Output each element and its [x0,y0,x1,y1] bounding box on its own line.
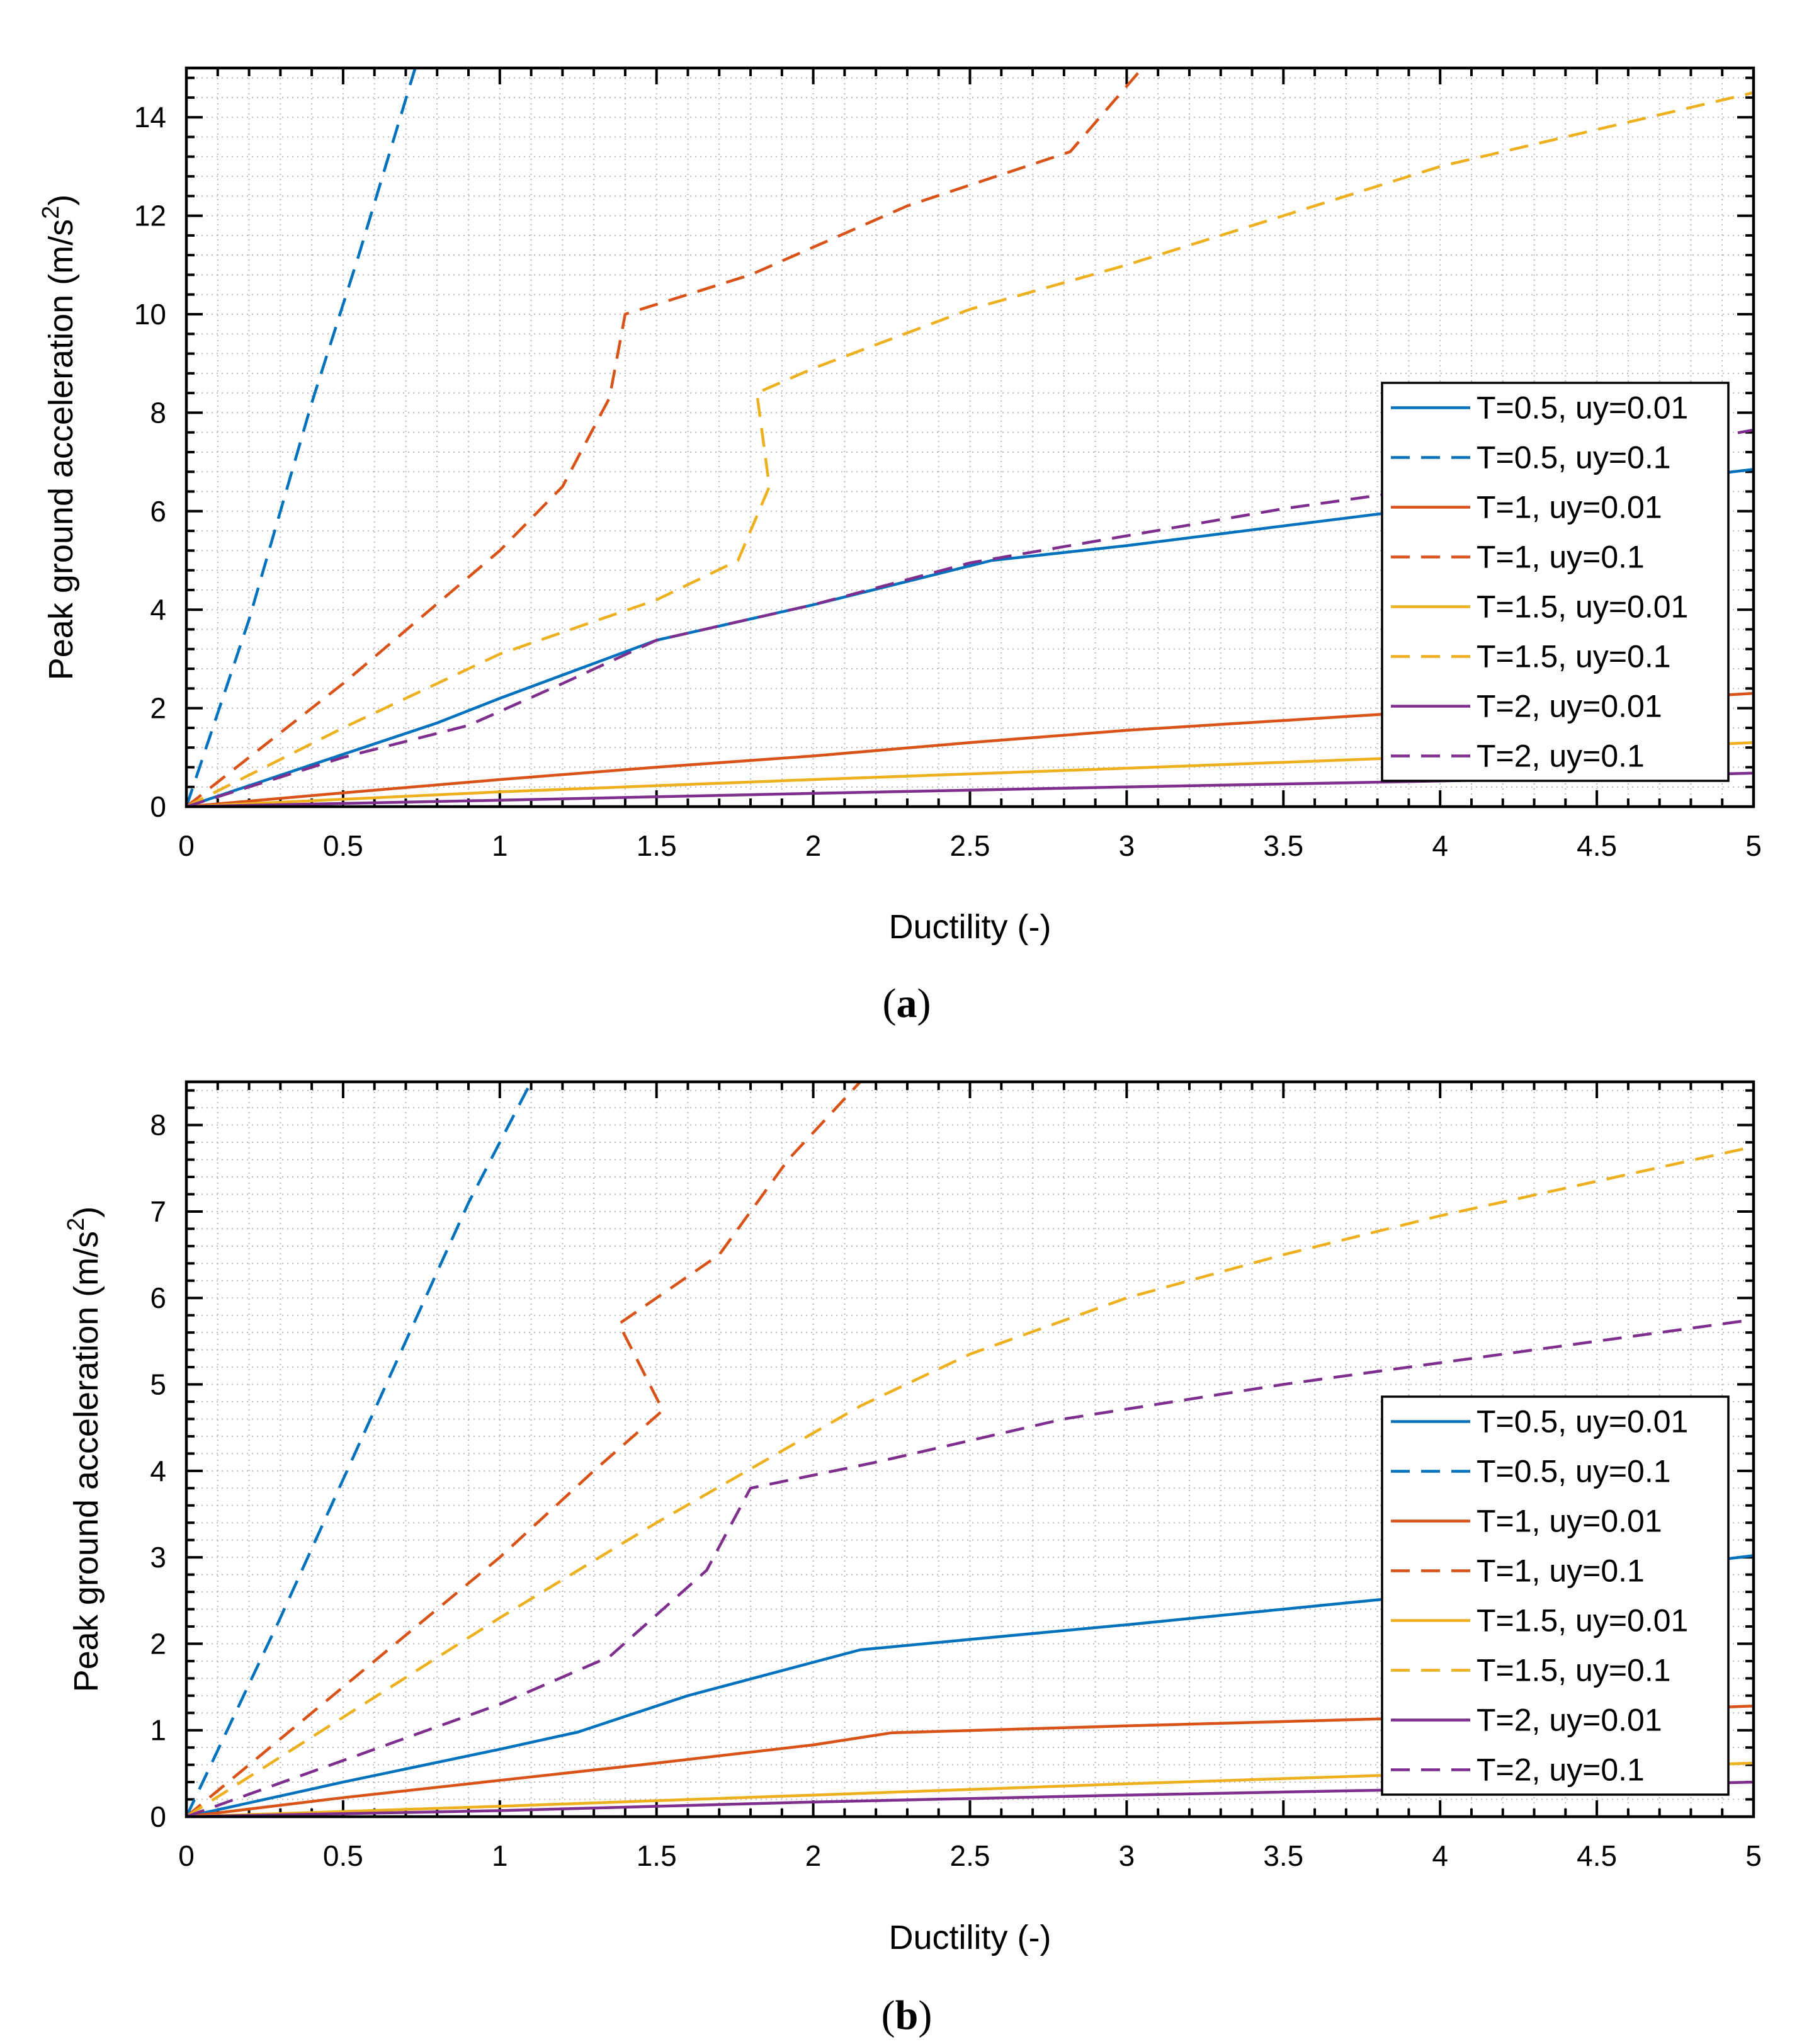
x-tick-label: 1 [492,829,508,862]
y-axis-title: Peak ground acceleration (m/s2) [38,195,80,681]
legend-label-7: T=2, uy=0.01 [1477,1703,1662,1738]
legend-label-2: T=0.5, uy=0.1 [1477,440,1671,475]
x-tick-label: 5 [1745,1839,1762,1872]
y-tick-label: 2 [150,692,166,725]
panel-caption-letter: b [895,1992,919,2038]
legend-label-3: T=1, uy=0.01 [1477,490,1662,525]
chart-panel-b: 0 0.5 1 1.5 2 2.5 3 3.5 4 4.5 5 0 1 2 3 4 5 6 7 8 Ductility … [63,1080,1762,2038]
series-line-3 [186,1705,1754,1817]
x-tick-label: 3.5 [1263,829,1303,862]
panel-caption-open: ( [881,1992,895,2038]
legend-label-3: T=1, uy=0.01 [1477,1504,1662,1539]
x-tick-label: 1 [492,1839,508,1872]
legend-box [1381,382,1730,782]
x-tick-label: 0 [178,829,195,862]
x-tick-label: 0.5 [323,1839,363,1872]
x-tick-label: 4 [1432,829,1448,862]
y-tick-label: 8 [150,396,166,429]
legend-label-4: T=1, uy=0.1 [1477,1553,1645,1589]
series-line-6 [186,91,1754,807]
x-tick-label: 4 [1432,1839,1448,1872]
y-tick-label: 6 [150,495,166,528]
series-line-2 [186,68,417,807]
x-axis-title: Ductility (-) [889,908,1052,946]
legend-label-1: T=0.5, uy=0.01 [1477,390,1688,426]
x-tick-label: 2 [805,829,822,862]
panel-caption-close: ) [917,980,931,1026]
y-axis-title-main: Peak ground acceleration (m/s [42,219,80,680]
y-tick-label: 4 [150,1455,166,1487]
series-group [186,68,1754,807]
x-tick-label: 5 [1745,829,1762,862]
chart-panel-a: 0 0.5 1 1.5 2 2.5 3 3.5 4 4.5 5 0 2 4 6 8 10 12 14 Ductilit… [38,66,1762,1026]
y-tick-label: 5 [150,1368,166,1401]
y-axis-title-main: Peak ground acceleration (m/s [67,1231,105,1692]
y-tick-label: 2 [150,1627,166,1660]
panel-caption-letter: a [897,980,917,1026]
series-line-4 [186,1082,861,1817]
legend-label-5: T=1.5, uy=0.01 [1477,1603,1688,1638]
x-tick-label: 1.5 [637,1839,677,1872]
legend-label-6: T=1.5, uy=0.1 [1477,1653,1671,1688]
series-line-6 [186,1145,1754,1817]
legend: T=0.5, uy=0.01 T=0.5, uy=0.1 T=1, uy=0.01 T… [1381,382,1730,782]
x-tick-label: 2.5 [950,1839,990,1872]
x-tick-label: 4.5 [1577,829,1617,862]
legend-label-7: T=2, uy=0.01 [1477,689,1662,724]
y-axis-title-superscript: 2 [63,1218,89,1231]
y-tick-label: 0 [150,790,166,823]
series-line-8 [186,1318,1754,1817]
legend-label-4: T=1, uy=0.1 [1477,540,1645,575]
legend-label-5: T=1.5, uy=0.01 [1477,589,1688,625]
y-axis-title-superscript: 2 [38,206,64,219]
x-tick-label: 2 [805,1839,822,1872]
y-tick-label: 1 [150,1714,166,1747]
x-axis-title: Ductility (-) [889,1919,1052,1956]
y-tick-label: 3 [150,1541,166,1574]
y-tick-label: 6 [150,1281,166,1314]
legend-label-1: T=0.5, uy=0.01 [1477,1404,1688,1439]
y-axis-title-close: ) [42,195,80,206]
x-tick-label: 3 [1119,829,1135,862]
panel-caption: (b) [881,1992,933,2038]
y-tick-label: 14 [134,101,166,133]
x-tick-label: 4.5 [1577,1839,1617,1872]
series-line-3 [186,691,1754,807]
x-tick-label: 1.5 [637,829,677,862]
x-tick-label: 3 [1119,1839,1135,1872]
legend-label-8: T=2, uy=0.1 [1477,1752,1645,1788]
legend-label-2: T=0.5, uy=0.1 [1477,1454,1671,1489]
x-tick-label: 3.5 [1263,1839,1303,1872]
legend-box [1381,1395,1730,1796]
legend-label-6: T=1.5, uy=0.1 [1477,639,1671,674]
x-tick-label: 2.5 [950,829,990,862]
y-tick-label: 7 [150,1195,166,1228]
legend: T=0.5, uy=0.01 T=0.5, uy=0.1 T=1, uy=0.01 T… [1381,1395,1730,1796]
axes-frame [184,66,1755,809]
series-line-4 [186,68,1144,807]
panel-caption-open: ( [883,980,897,1026]
y-tick-label: 8 [150,1109,166,1142]
y-tick-label: 0 [150,1800,166,1833]
y-axis-title: Peak ground acceleration (m/s2) [63,1207,105,1693]
series-line-8 [186,428,1754,807]
y-axis-title-close: ) [67,1207,105,1218]
x-tick-label: 0 [178,1839,195,1872]
y-tick-label: 12 [134,200,166,232]
axes-frame [184,1080,1755,1819]
panel-caption: (a) [883,980,931,1026]
y-tick-label: 4 [150,593,166,626]
panel-caption-close: ) [918,1992,932,2038]
x-tick-label: 0.5 [323,829,363,862]
legend-label-8: T=2, uy=0.1 [1477,739,1645,774]
series-line-1 [186,1554,1754,1817]
y-tick-label: 10 [134,298,166,331]
